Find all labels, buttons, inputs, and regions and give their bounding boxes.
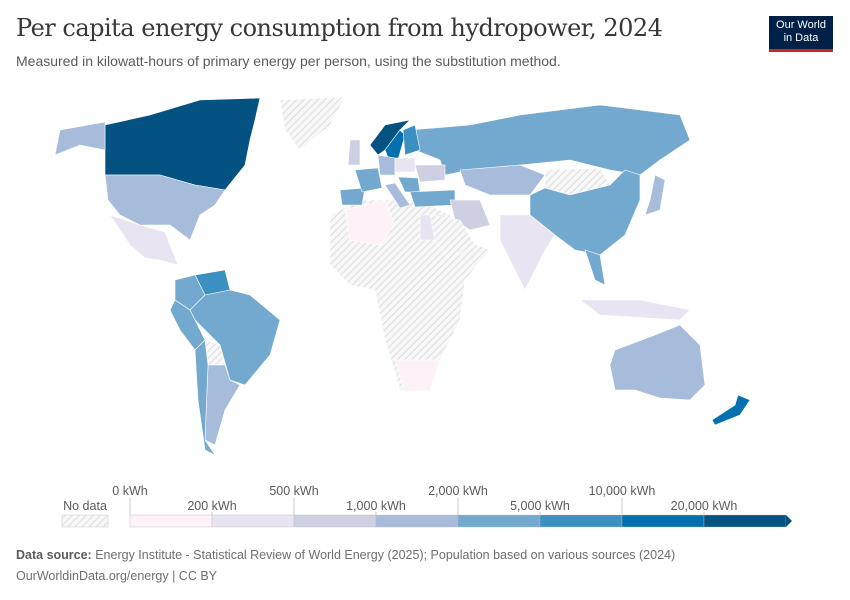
legend-bin-7	[703, 514, 787, 528]
legend-tick-label: 500 kWh	[269, 484, 318, 498]
legend-bin-3	[375, 514, 459, 528]
country-mexico[interactable]	[109, 214, 179, 266]
data-source: Data source: Energy Institute - Statisti…	[16, 548, 676, 562]
country-poland[interactable]	[394, 157, 416, 173]
legend-tick-label: 0 kWh	[112, 484, 147, 498]
legend-arrow	[786, 515, 792, 527]
url-license[interactable]: OurWorldinData.org/energy | CC BY	[16, 569, 218, 583]
legend-no-data-swatch	[61, 514, 109, 528]
country-argentina[interactable]	[204, 364, 241, 446]
country-finland[interactable]	[402, 124, 421, 156]
country-balkans[interactable]	[397, 176, 421, 193]
country-algeria[interactable]	[344, 199, 396, 246]
country-vietnam[interactable]	[584, 249, 606, 286]
country-uk[interactable]	[347, 139, 361, 166]
legend-bin-0	[129, 514, 213, 528]
country-japan[interactable]	[644, 174, 666, 216]
legend-no-data-label: No data	[63, 499, 107, 513]
country-indonesia[interactable]	[579, 299, 691, 321]
country-ukraine[interactable]	[414, 164, 446, 183]
country-india[interactable]	[499, 214, 556, 291]
legend-tick-label: 5,000 kWh	[510, 499, 570, 513]
legend-bin-4	[457, 514, 541, 528]
country-italy[interactable]	[384, 182, 411, 209]
legend-tick-label: 1,000 kWh	[346, 499, 406, 513]
chart-title: Per capita energy consumption from hydro…	[16, 14, 663, 42]
country-saudi-arabia[interactable]	[429, 214, 476, 261]
country-greenland[interactable]	[279, 96, 346, 151]
legend: No data 0 kWh 200 kWh 500 kWh 1,000 kWh 2,00…	[61, 484, 792, 528]
country-australia[interactable]	[609, 324, 706, 401]
legend-bin-6	[621, 514, 705, 528]
country-france[interactable]	[354, 167, 383, 193]
country-chile[interactable]	[194, 339, 216, 456]
country-russia[interactable]	[409, 104, 691, 176]
country-kazakhstan[interactable]	[459, 164, 546, 196]
legend-bin-1	[211, 514, 295, 528]
legend-tick-label: 2,000 kWh	[428, 484, 488, 498]
country-alaska[interactable]	[54, 121, 106, 156]
legend-bin-2	[293, 514, 377, 528]
country-spain[interactable]	[339, 187, 366, 206]
country-turkey[interactable]	[409, 189, 456, 208]
legend-tick-label: 200 kWh	[187, 499, 236, 513]
chart-subtitle: Measured in kilowatt-hours of primary en…	[16, 53, 561, 69]
country-new-zealand[interactable]	[711, 394, 751, 426]
owid-logo[interactable]: Our World in Data	[769, 16, 833, 52]
legend-tick-label: 20,000 kWh	[671, 499, 738, 513]
country-germany[interactable]	[377, 154, 396, 176]
country-south-africa[interactable]	[394, 359, 441, 393]
legend-bin-5	[539, 514, 623, 528]
legend-tick-label: 10,000 kWh	[589, 484, 656, 498]
country-usa[interactable]	[104, 174, 226, 241]
